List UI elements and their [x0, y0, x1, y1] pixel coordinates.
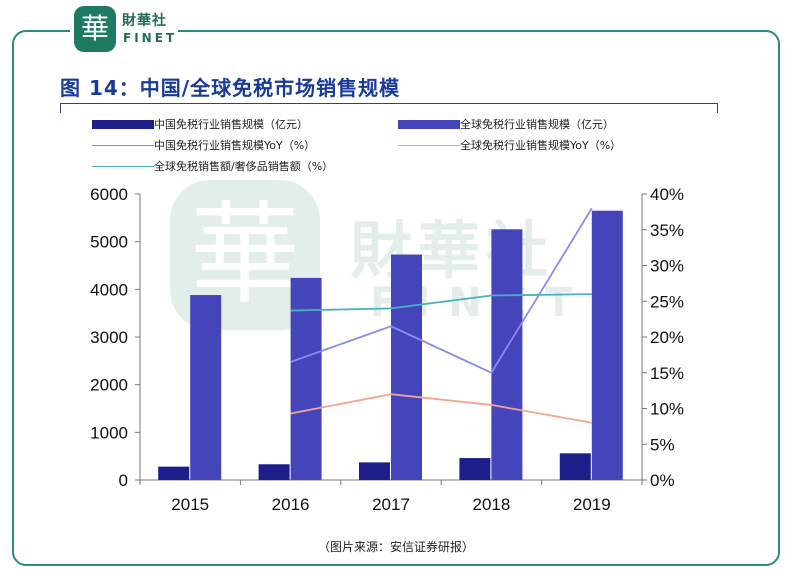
legend-global-sales: 全球免税行业销售规模（亿元）: [398, 116, 614, 132]
legend-swatch-china-yoy: [92, 144, 154, 146]
bar-global-sales: [190, 295, 222, 480]
title-divider-tick-right: [717, 103, 718, 113]
title-divider-tick-left: [60, 103, 61, 113]
bar-china-sales: [359, 462, 390, 480]
y-left-tick-label: 0: [119, 471, 128, 490]
bar-china-sales: [158, 466, 190, 480]
logo-name-en: FINET: [123, 31, 178, 45]
legend-swatch-china-bar: [92, 119, 154, 129]
bar-global-sales: [591, 210, 623, 480]
y-right-tick-label: 10%: [650, 400, 684, 419]
y-left-tick-label: 1000: [90, 423, 128, 442]
chart-frame: [12, 30, 780, 566]
y-left-tick-label: 6000: [90, 185, 128, 204]
legend-swatch-global-yoy: [398, 144, 460, 146]
y-left-tick-label: 5000: [90, 233, 128, 252]
bar-china-sales: [559, 453, 591, 480]
bar-china-sales: [258, 464, 290, 480]
logo-seal-icon: 華: [74, 6, 116, 52]
y-left-tick-label: 4000: [90, 280, 128, 299]
finet-logo: 華 財華社 FINET: [70, 4, 178, 56]
source-note: （图片来源：安信证券研报）: [317, 540, 474, 554]
legend-swatch-ratio: [92, 165, 154, 167]
y-right-tick-label: 15%: [650, 364, 684, 383]
y-right-tick-label: 20%: [650, 328, 684, 347]
y-right-tick-label: 40%: [650, 185, 684, 204]
legend-label: 全球免税销售额/奢侈品销售额（%）: [154, 160, 334, 173]
bar-global-sales: [491, 229, 523, 480]
legend-china-sales: 中国免税行业销售规模（亿元）: [92, 116, 308, 132]
legend-swatch-global-bar: [398, 119, 460, 129]
legend-global-yoy: 全球免税行业销售规模YoY（%）: [398, 137, 621, 153]
line-global-yoy: [290, 393, 592, 424]
chart-title: 图 14：中国/全球免税市场销售规模: [60, 76, 401, 100]
x-tick-label: 2019: [573, 495, 611, 514]
legend-label: 中国免税行业销售规模YoY（%）: [154, 139, 316, 152]
line-ratio: [290, 293, 592, 312]
legend-china-yoy: 中国免税行业销售规模YoY（%）: [92, 137, 315, 153]
bar-global-sales: [290, 277, 322, 480]
logo-name-cn: 財華社: [122, 13, 167, 29]
x-tick-label: 2016: [272, 495, 310, 514]
line-china-yoy: [290, 207, 593, 374]
legend-label: 全球免税行业销售规模YoY（%）: [460, 139, 622, 152]
y-right-tick-label: 5%: [650, 435, 675, 454]
x-tick-label: 2017: [372, 495, 410, 514]
legend-ratio: 全球免税销售额/奢侈品销售额（%）: [92, 158, 333, 174]
legend-label: 全球免税行业销售规模（亿元）: [460, 118, 614, 131]
x-tick-label: 2015: [171, 495, 209, 514]
y-left-tick-label: 2000: [90, 376, 128, 395]
bar-china-sales: [459, 458, 491, 480]
title-divider: [60, 103, 718, 104]
y-right-tick-label: 0%: [650, 471, 675, 490]
y-right-tick-label: 35%: [650, 221, 684, 240]
y-right-tick-label: 25%: [650, 292, 684, 311]
bar-global-sales: [391, 254, 422, 480]
y-right-tick-label: 30%: [650, 257, 684, 276]
x-tick-label: 2018: [472, 495, 510, 514]
legend-label: 中国免税行业销售规模（亿元）: [154, 118, 308, 131]
y-left-tick-label: 3000: [90, 328, 128, 347]
